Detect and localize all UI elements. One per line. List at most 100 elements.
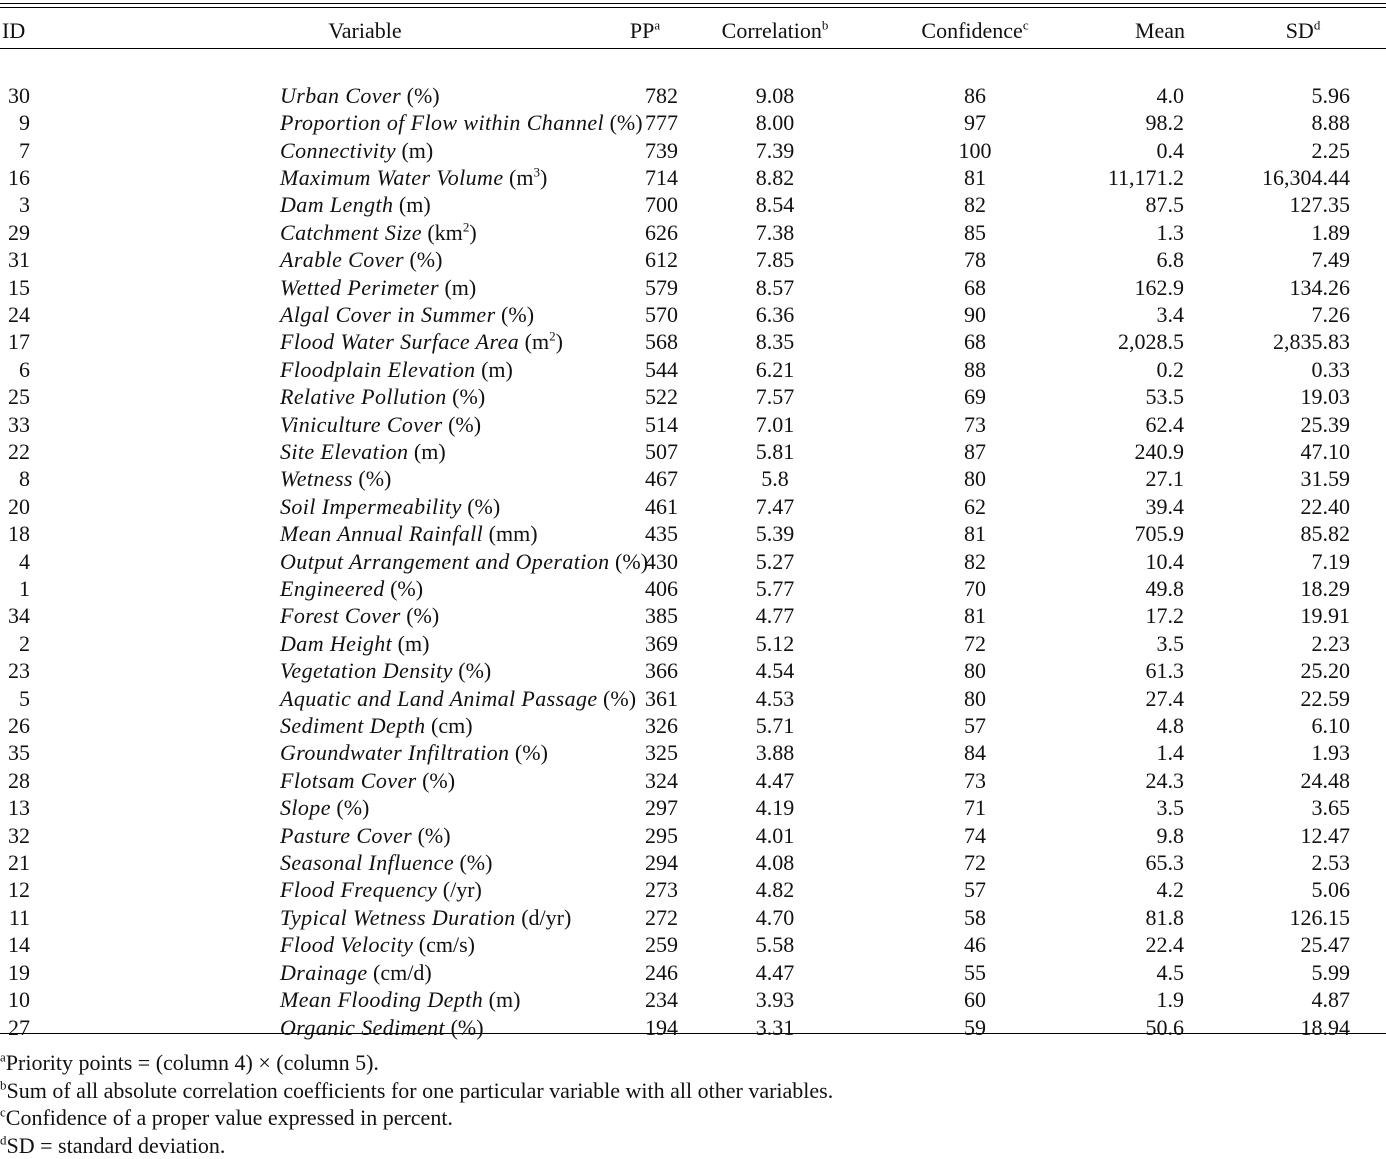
cell-pp: 324	[590, 767, 700, 794]
cell-pp: 294	[590, 849, 700, 876]
cell-variable: Wetness (%)	[140, 466, 590, 493]
variable-unit: (cm/s)	[419, 932, 475, 957]
cell-pp: 570	[590, 301, 700, 328]
cell-variable: Mean Flooding Depth (m)	[140, 986, 590, 1013]
cell-correlation: 4.47	[700, 959, 850, 986]
cell-variable: Pasture Cover (%)	[140, 822, 590, 849]
cell-id: 20	[0, 493, 140, 520]
cell-mean: 39.4	[1100, 493, 1220, 520]
variable-name: Pasture Cover	[280, 823, 412, 848]
header-id: ID	[0, 14, 140, 48]
cell-mean: 162.9	[1100, 274, 1220, 301]
cell-variable: Maximum Water Volume (m3)	[140, 164, 590, 191]
cell-pp: 739	[590, 137, 700, 164]
variable-unit-close: )	[556, 329, 563, 354]
variable-unit: (%)	[459, 850, 492, 875]
cell-mean: 65.3	[1100, 849, 1220, 876]
variable-name: Vegetation Density	[280, 658, 453, 683]
variable-name: Algal Cover in Summer	[280, 302, 496, 327]
variable-unit: (m)	[398, 631, 430, 656]
variable-name: Aquatic and Land Animal Passage	[280, 686, 598, 711]
variable-name: Seasonal Influence	[280, 850, 454, 875]
footnote: aPriority points = (column 4) × (column …	[0, 1049, 833, 1077]
cell-sd: 85.82	[1220, 521, 1386, 548]
variable-name: Flood Water Surface Area	[280, 329, 519, 354]
cell-confidence: 80	[850, 466, 1100, 493]
variable-unit: (%)	[422, 768, 455, 793]
cell-id: 4	[0, 548, 140, 575]
variable-unit: (m)	[399, 192, 431, 217]
cell-pp: 194	[590, 1014, 700, 1041]
cell-confidence: 62	[850, 493, 1100, 520]
cell-pp: 714	[590, 164, 700, 191]
variable-unit: (km	[427, 220, 462, 245]
cell-mean: 1.9	[1100, 986, 1220, 1013]
cell-pp: 406	[590, 575, 700, 602]
cell-pp: 326	[590, 712, 700, 739]
cell-confidence: 74	[850, 822, 1100, 849]
cell-sd: 0.33	[1220, 356, 1386, 383]
cell-id: 19	[0, 959, 140, 986]
variable-name: Engineered	[280, 576, 385, 601]
cell-sd: 22.59	[1220, 685, 1386, 712]
cell-correlation: 8.82	[700, 164, 850, 191]
cell-pp: 612	[590, 246, 700, 273]
cell-variable: Output Arrangement and Operation (%)	[140, 548, 590, 575]
cell-mean: 240.9	[1100, 438, 1220, 465]
variable-unit: (cm)	[431, 713, 473, 738]
cell-variable: Relative Pollution (%)	[140, 383, 590, 410]
cell-id: 32	[0, 822, 140, 849]
cell-mean: 50.6	[1100, 1014, 1220, 1041]
cell-id: 16	[0, 164, 140, 191]
cell-mean: 705.9	[1100, 521, 1220, 548]
cell-variable: Typical Wetness Duration (d/yr)	[140, 904, 590, 931]
variable-unit: (m)	[481, 357, 513, 382]
variable-name: Floodplain Elevation	[280, 357, 476, 382]
cell-correlation: 3.93	[700, 986, 850, 1013]
cell-pp: 325	[590, 740, 700, 767]
cell-correlation: 5.12	[700, 630, 850, 657]
cell-confidence: 73	[850, 767, 1100, 794]
top-rule-outer	[0, 3, 1386, 4]
cell-sd: 25.20	[1220, 658, 1386, 685]
cell-id: 31	[0, 246, 140, 273]
cell-pp: 297	[590, 795, 700, 822]
cell-id: 35	[0, 740, 140, 767]
variable-unit: (m)	[414, 439, 446, 464]
cell-mean: 2,028.5	[1100, 329, 1220, 356]
cell-variable: Wetted Perimeter (m)	[140, 274, 590, 301]
cell-id: 17	[0, 329, 140, 356]
variable-unit: (%)	[515, 740, 548, 765]
cell-sd: 16,304.44	[1220, 164, 1386, 191]
variable-name: Forest Cover	[280, 603, 401, 628]
cell-mean: 87.5	[1100, 192, 1220, 219]
variable-name: Typical Wetness Duration	[280, 905, 516, 930]
cell-confidence: 46	[850, 932, 1100, 959]
cell-mean: 11,171.2	[1100, 164, 1220, 191]
cell-correlation: 7.85	[700, 246, 850, 273]
cell-confidence: 81	[850, 164, 1100, 191]
variable-unit: (/yr)	[443, 877, 482, 902]
cell-id: 13	[0, 795, 140, 822]
cell-id: 6	[0, 356, 140, 383]
cell-mean: 3.5	[1100, 795, 1220, 822]
cell-correlation: 3.31	[700, 1014, 850, 1041]
cell-pp: 366	[590, 658, 700, 685]
header-mean: Mean	[1100, 14, 1220, 48]
cell-sd: 7.19	[1220, 548, 1386, 575]
cell-confidence: 72	[850, 630, 1100, 657]
variable-name: Proportion of Flow within Channel	[280, 110, 604, 135]
cell-variable: Seasonal Influence (%)	[140, 849, 590, 876]
variable-unit: (m)	[444, 275, 476, 300]
cell-sd: 22.40	[1220, 493, 1386, 520]
cell-id: 33	[0, 411, 140, 438]
cell-confidence: 100	[850, 137, 1100, 164]
